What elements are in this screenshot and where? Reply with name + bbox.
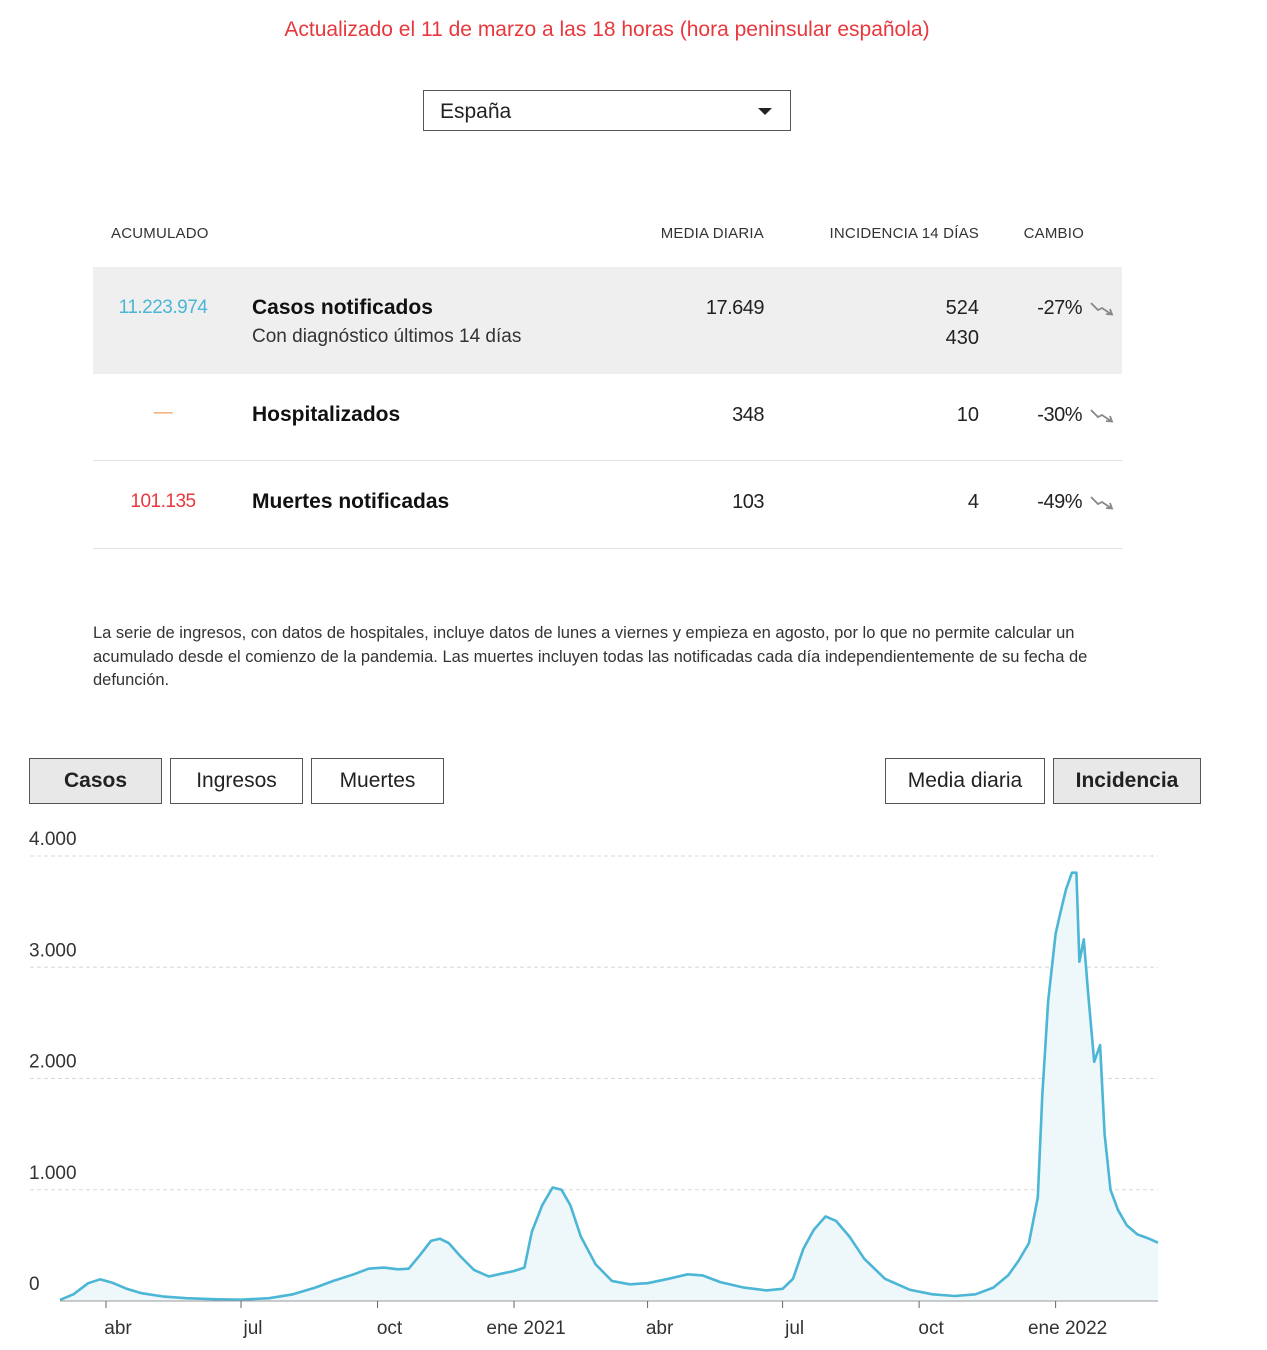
x-tick-label: ene 2022 [1028,1318,1107,1339]
trend-down-arrow-icon [1090,496,1114,510]
x-tick-label: oct [918,1318,944,1339]
y-tick-label: 0 [29,1274,40,1295]
row-label: Casos notificados [252,296,433,319]
trend-down-arrow-icon [1090,302,1114,316]
cambio-value: -30% [1037,404,1082,426]
tab-ingresos[interactable]: Ingresos [170,758,303,804]
header-incidencia: INCIDENCIA 14 DÍAS [829,225,979,242]
x-tick-label: abr [104,1318,132,1339]
tab-incidencia[interactable]: Incidencia [1053,758,1201,804]
table-row-muertes: 101.135 Muertes notificadas 103 4 -49% [93,461,1122,549]
incidencia-value: 524 [945,297,979,319]
y-tick-label: 2.000 [29,1052,77,1073]
series-line [59,871,1159,1302]
methodology-note: La serie de ingresos, con datos de hospi… [93,624,1088,689]
region-selected-value: España [440,100,512,123]
acumulado-value: — [153,402,173,423]
table-row-casos: 11.223.974 Casos notificados Con diagnós… [93,267,1122,374]
acumulado-value: 101.135 [130,491,196,512]
media-value: 348 [732,404,764,426]
x-tick-label: jul [784,1318,804,1339]
header-media-diaria: MEDIA DIARIA [660,225,764,242]
region-dropdown[interactable]: España [423,90,791,131]
trend-down-arrow-icon [1090,409,1114,423]
tab-media-diaria[interactable]: Media diaria [885,758,1045,804]
x-tick-label: jul [243,1318,263,1339]
series-area [60,872,1158,1301]
update-timestamp: Actualizado el 11 de marzo a las 18 hora… [284,18,930,41]
tab-muertes[interactable]: Muertes [311,758,444,804]
y-tick-label: 3.000 [29,940,77,961]
y-tick-label: 1.000 [29,1163,77,1184]
incidencia-value: 10 [956,404,979,426]
header-acumulado: ACUMULADO [111,225,209,242]
media-value: 103 [732,491,764,513]
incidence-area-chart: 0 1.000 2.000 3.000 4.000 abr jul oct ene 2021 ab… [29,829,1159,1339]
x-tick-label: oct [377,1318,403,1339]
header-cambio: CAMBIO [1023,225,1084,242]
x-tick-label: ene 2021 [486,1318,565,1339]
y-tick-label: 4.000 [29,829,77,850]
row-sublabel: Con diagnóstico últimos 14 días [252,326,522,347]
tab-casos[interactable]: Casos [29,758,162,804]
incidencia-value: 4 [967,491,979,513]
chevron-down-icon [758,108,772,115]
acumulado-value: 11.223.974 [118,297,208,318]
row-label: Muertes notificadas [252,490,450,513]
incidencia-sub-value: 430 [945,327,979,349]
media-value: 17.649 [705,297,765,319]
cambio-value: -27% [1037,297,1082,319]
table-row-hospitalizados: — Hospitalizados 348 10 -30% [93,374,1122,461]
x-tick-label: abr [646,1318,674,1339]
row-label: Hospitalizados [252,403,401,426]
cambio-value: -49% [1037,491,1082,513]
